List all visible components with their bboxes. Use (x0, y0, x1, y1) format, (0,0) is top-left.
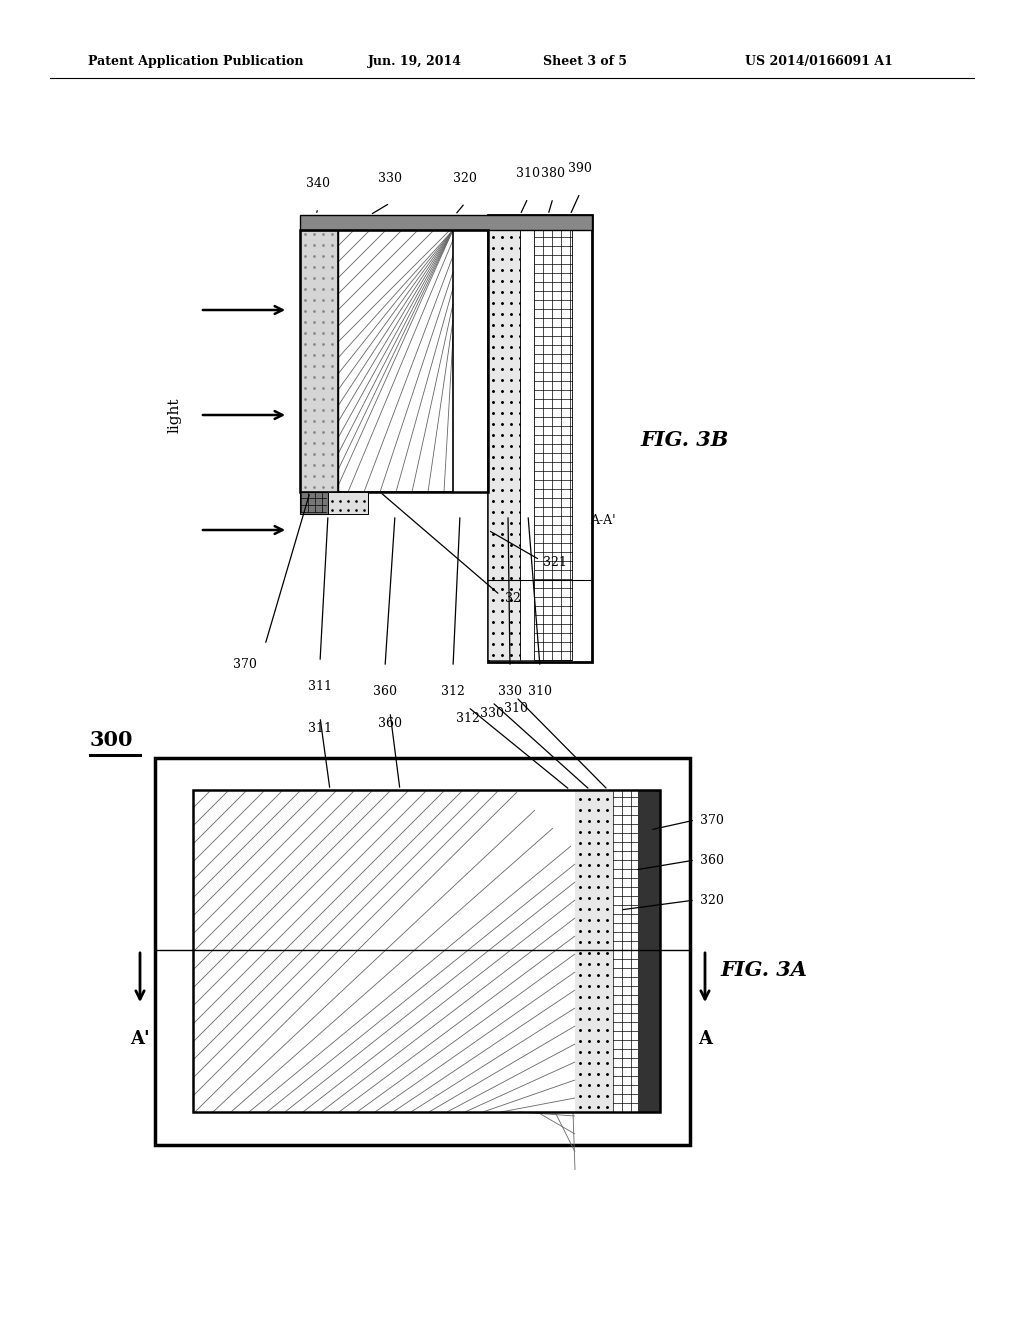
Bar (300, 230, 488, 492)
Bar (338, 230, 453, 492)
Text: 360: 360 (378, 717, 402, 730)
Text: 330: 330 (378, 172, 402, 185)
Text: 312: 312 (441, 685, 465, 698)
Text: 300: 300 (90, 730, 133, 750)
Bar (300, 230, 338, 492)
Text: 311: 311 (308, 680, 332, 693)
Text: 321: 321 (543, 557, 567, 569)
Text: 311: 311 (308, 722, 332, 735)
Bar (488, 215, 592, 663)
Text: 370: 370 (233, 657, 257, 671)
Bar (488, 216, 520, 660)
Bar (300, 215, 592, 230)
Text: 310: 310 (516, 168, 540, 180)
Bar (328, 492, 368, 513)
Bar (338, 230, 453, 492)
Text: 340: 340 (306, 177, 330, 190)
Bar (534, 216, 572, 660)
Bar (638, 789, 660, 1111)
Bar (155, 758, 690, 1144)
Text: Sheet 3 of 5: Sheet 3 of 5 (543, 55, 627, 69)
Text: 360: 360 (373, 685, 397, 698)
Text: 322: 322 (505, 591, 528, 605)
Bar (328, 492, 368, 513)
Text: Patent Application Publication: Patent Application Publication (88, 55, 303, 69)
Bar (488, 216, 520, 660)
Text: FIG. 3A: FIG. 3A (720, 960, 807, 979)
Text: 310: 310 (504, 702, 528, 715)
Text: 330: 330 (498, 685, 522, 698)
Text: light: light (168, 397, 182, 433)
Bar (193, 789, 660, 1111)
Text: A: A (698, 1030, 712, 1048)
Text: 310: 310 (528, 685, 552, 698)
Text: FIG. 3B: FIG. 3B (640, 430, 728, 450)
Text: 312: 312 (456, 711, 480, 725)
Text: Jun. 19, 2014: Jun. 19, 2014 (368, 55, 462, 69)
Text: A-A': A-A' (590, 513, 615, 527)
Text: 330: 330 (480, 708, 504, 719)
Text: US 2014/0166091 A1: US 2014/0166091 A1 (745, 55, 893, 69)
Text: 380: 380 (541, 168, 565, 180)
Bar (300, 492, 328, 513)
Text: 390: 390 (568, 162, 592, 176)
Bar (300, 230, 338, 492)
Bar (193, 789, 575, 1111)
Text: A': A' (130, 1030, 150, 1048)
Text: 370: 370 (700, 813, 724, 826)
Bar (575, 789, 613, 1111)
Text: 320: 320 (700, 894, 724, 907)
Text: 360: 360 (700, 854, 724, 866)
Text: 320: 320 (453, 172, 477, 185)
Bar (520, 216, 534, 660)
